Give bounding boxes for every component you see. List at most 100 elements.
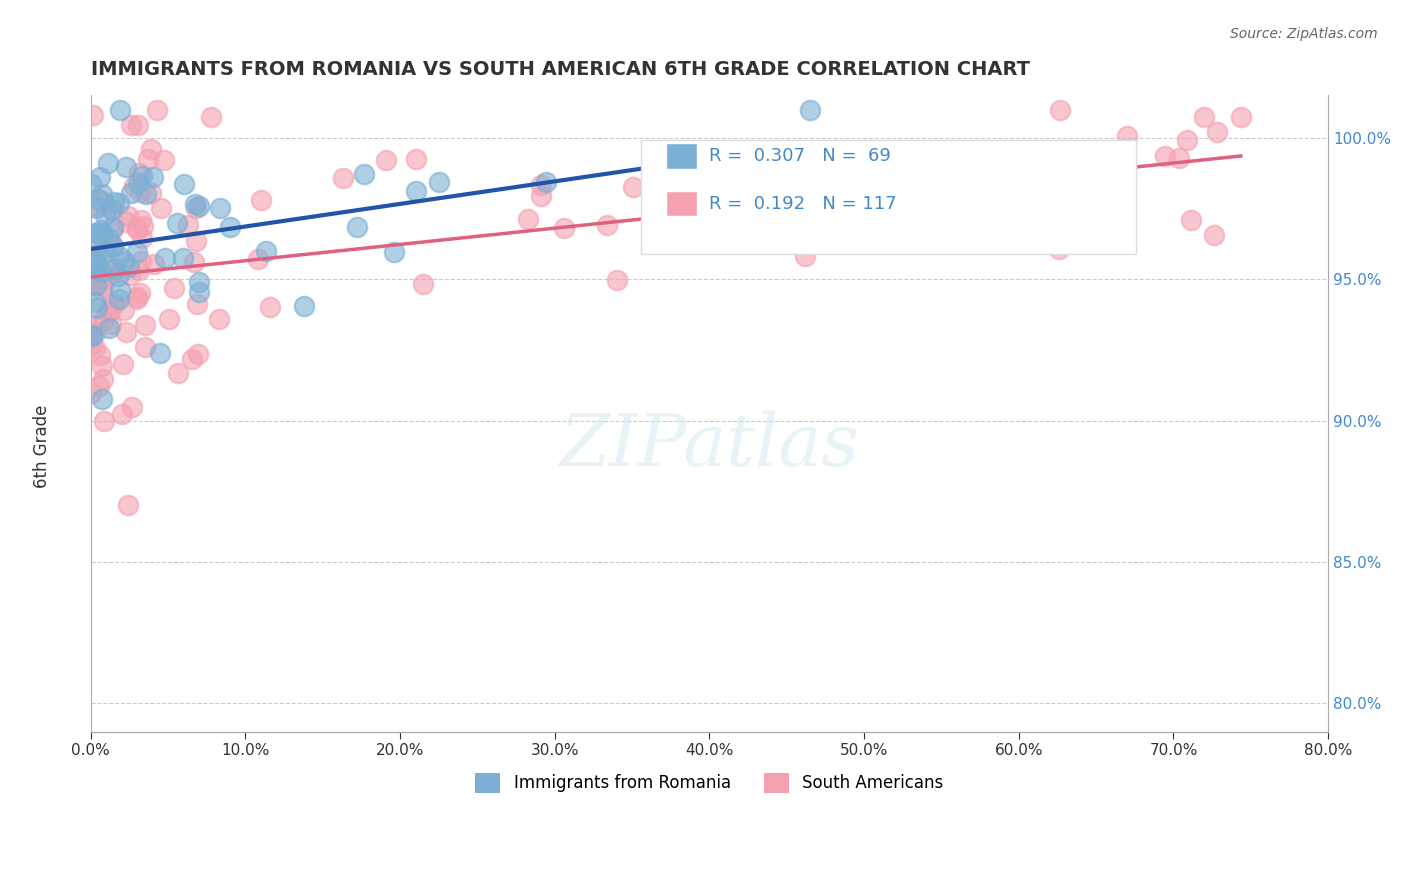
South Americans (103, 222, 125, 236)
Immigrants from Romania (98, 320, 121, 334)
South Americans (89, 266, 111, 280)
South Americans (125, 221, 148, 235)
South Americans (807, 221, 830, 235)
Immigrants from Romania (208, 201, 231, 215)
Text: Source: ZipAtlas.com: Source: ZipAtlas.com (1230, 27, 1378, 41)
South Americans (90, 282, 112, 296)
Immigrants from Romania (188, 275, 211, 289)
South Americans (143, 257, 166, 271)
Immigrants from Romania (86, 301, 108, 316)
South Americans (86, 256, 108, 270)
Immigrants from Romania (108, 196, 131, 211)
South Americans (132, 219, 155, 233)
Immigrants from Romania (80, 177, 103, 191)
Immigrants from Romania (120, 186, 142, 200)
South Americans (1154, 149, 1177, 163)
South Americans (186, 202, 208, 216)
South Americans (250, 193, 273, 207)
South Americans (128, 285, 150, 300)
South Americans (852, 143, 875, 157)
Immigrants from Romania (90, 264, 112, 278)
Immigrants from Romania (104, 261, 127, 276)
South Americans (84, 236, 107, 251)
South Americans (794, 249, 817, 263)
South Americans (122, 178, 145, 193)
South Americans (177, 219, 200, 233)
South Americans (120, 118, 142, 132)
South Americans (247, 252, 270, 266)
South Americans (129, 254, 152, 268)
Immigrants from Romania (90, 186, 112, 201)
South Americans (103, 297, 125, 311)
South Americans (134, 340, 156, 354)
South Americans (375, 153, 398, 167)
South Americans (101, 202, 124, 217)
South Americans (111, 407, 134, 421)
South Americans (91, 359, 114, 374)
South Americans (1167, 151, 1189, 165)
Immigrants from Romania (97, 231, 120, 245)
South Americans (127, 292, 149, 306)
South Americans (1049, 103, 1071, 117)
Immigrants from Romania (184, 196, 207, 211)
Immigrants from Romania (94, 208, 117, 222)
South Americans (87, 379, 110, 393)
South Americans (934, 208, 956, 222)
South Americans (332, 171, 354, 186)
South Americans (665, 161, 688, 176)
Immigrants from Romania (108, 283, 131, 297)
South Americans (89, 347, 111, 361)
Immigrants from Romania (89, 170, 111, 185)
South Americans (180, 352, 202, 367)
Immigrants from Romania (799, 103, 821, 117)
Immigrants from Romania (173, 177, 195, 191)
Immigrants from Romania (131, 169, 153, 183)
South Americans (131, 231, 153, 245)
Immigrants from Romania (353, 167, 375, 181)
South Americans (112, 302, 135, 317)
South Americans (606, 273, 628, 287)
South Americans (129, 212, 152, 227)
Immigrants from Romania (86, 259, 108, 273)
Immigrants from Romania (188, 285, 211, 299)
Immigrants from Romania (83, 226, 105, 240)
South Americans (186, 296, 208, 310)
Immigrants from Romania (103, 194, 125, 209)
South Americans (82, 108, 104, 122)
Immigrants from Romania (108, 249, 131, 263)
Text: R =  0.307   N =  69: R = 0.307 N = 69 (710, 147, 891, 165)
South Americans (87, 276, 110, 290)
Immigrants from Romania (187, 198, 209, 212)
South Americans (516, 212, 538, 227)
Text: R =  0.192   N = 117: R = 0.192 N = 117 (710, 194, 897, 212)
Immigrants from Romania (346, 219, 368, 234)
South Americans (93, 279, 115, 293)
South Americans (530, 178, 553, 193)
Immigrants from Romania (87, 226, 110, 240)
South Americans (93, 313, 115, 327)
South Americans (1206, 125, 1229, 139)
Immigrants from Romania (107, 292, 129, 306)
Immigrants from Romania (166, 216, 188, 230)
South Americans (83, 199, 105, 213)
Text: ZIPatlas: ZIPatlas (560, 410, 859, 481)
South Americans (1047, 242, 1070, 256)
Immigrants from Romania (112, 254, 135, 268)
South Americans (84, 341, 107, 355)
South Americans (112, 357, 135, 371)
Immigrants from Romania (90, 227, 112, 242)
Legend: Immigrants from Romania, South Americans: Immigrants from Romania, South Americans (468, 766, 950, 799)
South Americans (94, 257, 117, 271)
Immigrants from Romania (91, 392, 114, 406)
South Americans (200, 110, 222, 124)
South Americans (121, 401, 143, 415)
South Americans (117, 498, 139, 512)
South Americans (883, 213, 905, 227)
Immigrants from Romania (83, 260, 105, 275)
South Americans (98, 267, 121, 281)
South Americans (129, 186, 152, 200)
Immigrants from Romania (118, 260, 141, 275)
South Americans (139, 186, 162, 201)
South Americans (80, 322, 103, 336)
South Americans (1091, 219, 1114, 234)
